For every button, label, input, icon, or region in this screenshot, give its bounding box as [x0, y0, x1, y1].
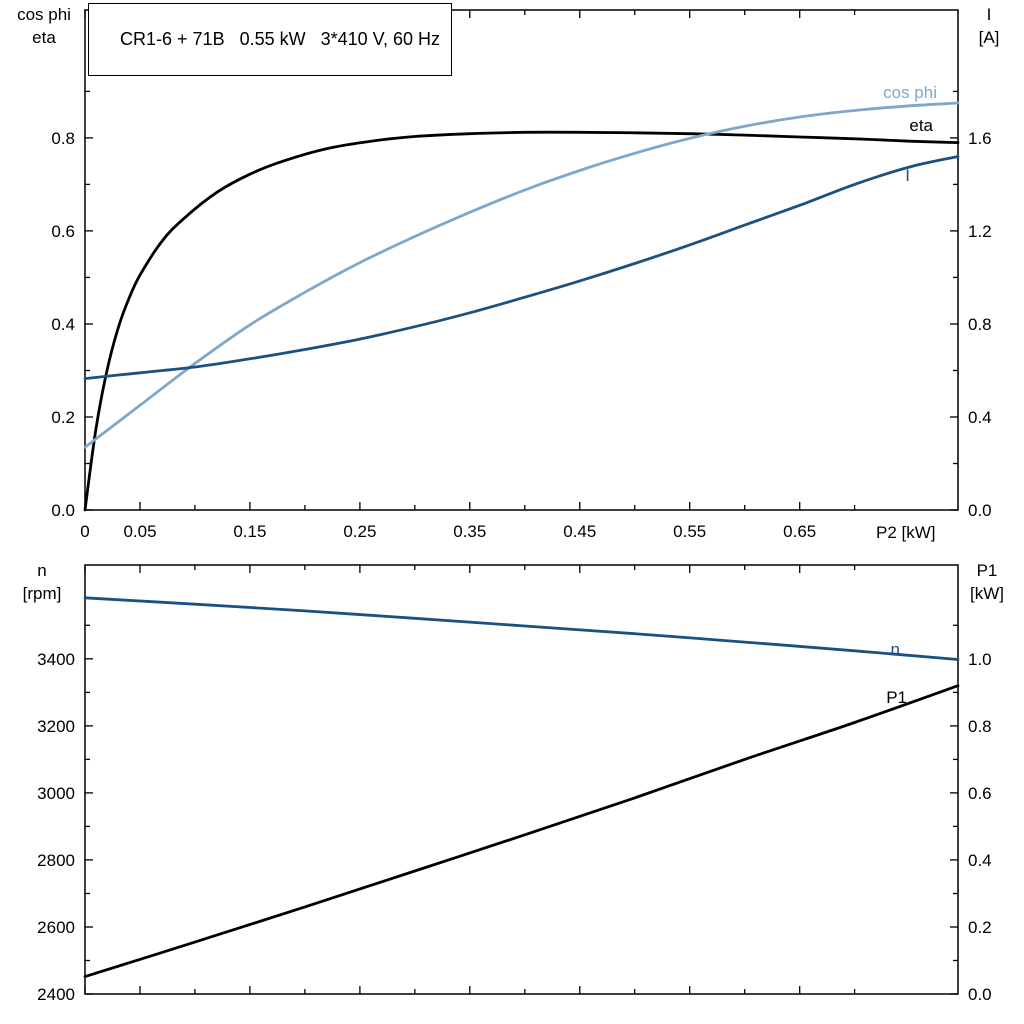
series-eta [83, 130, 960, 512]
right-tick-label: 0.0 [968, 985, 992, 1004]
right-tick-label: 1.0 [968, 650, 992, 669]
left-tick-label: 0.4 [51, 315, 75, 334]
x-tick-label: 0.45 [563, 522, 596, 541]
eta-axis-label: eta [32, 28, 56, 47]
series-cos-phi [83, 101, 960, 449]
speed-axis-label: n [37, 561, 47, 580]
x-tick-label: 0 [80, 522, 89, 541]
left-tick-label: 0.6 [51, 222, 75, 241]
series-label-eta: eta [909, 116, 933, 135]
p1-axis-unit: [kW] [970, 584, 1004, 603]
p1-axis-label: P1 [976, 561, 998, 580]
x-tick-label: 0.55 [673, 522, 706, 541]
right-tick-label: 0.8 [968, 717, 992, 736]
current-axis-unit: [A] [978, 28, 1000, 47]
left-tick-label: 3000 [37, 784, 75, 803]
plot-frame [84, 9, 959, 511]
left-tick-label: 2400 [37, 985, 75, 1004]
series-label-cos-phi: cos phi [883, 83, 937, 102]
series-P1 [83, 684, 960, 978]
series-label-n: n [891, 640, 900, 659]
left-tick-label: 0.0 [51, 501, 75, 520]
left-tick-label: 2800 [37, 851, 75, 870]
x-tick-label: 0.15 [233, 522, 266, 541]
speed-axis-unit: [rpm] [22, 584, 62, 603]
x-tick-label: 0.65 [783, 522, 816, 541]
plot-frame [84, 564, 959, 995]
bottom-left-axis-label: n [rpm] [2, 559, 82, 605]
right-tick-label: 0.8 [968, 315, 992, 334]
x-tick-label: 0.25 [343, 522, 376, 541]
right-tick-label: 0.0 [968, 501, 992, 520]
left-tick-label: 3200 [37, 717, 75, 736]
left-tick-label: 0.2 [51, 408, 75, 427]
right-tick-label: 1.2 [968, 222, 992, 241]
cosphi-axis-label: cos phi [17, 5, 71, 24]
right-tick-label: 0.6 [968, 784, 992, 803]
left-tick-label: 2600 [37, 918, 75, 937]
series-label-P1: P1 [886, 688, 907, 707]
bottom-right-axis-label: P1 [kW] [955, 559, 1019, 605]
right-tick-label: 0.4 [968, 851, 992, 870]
right-tick-label: 0.2 [968, 918, 992, 937]
current-axis-label: I [986, 5, 992, 24]
top-left-axis-label: cos phi eta [4, 3, 84, 49]
series-n [83, 596, 960, 661]
chart-title: CR1-6 + 71B 0.55 kW 3*410 V, 60 Hz [120, 29, 441, 49]
top-right-axis-label: I [A] [958, 3, 1020, 49]
chart-title-box: CR1-6 + 71B 0.55 kW 3*410 V, 60 Hz [88, 3, 453, 76]
right-tick-label: 0.4 [968, 408, 992, 427]
left-tick-label: 0.8 [51, 129, 75, 148]
left-tick-label: 3400 [37, 650, 75, 669]
series-I [83, 155, 960, 380]
x-axis-unit-label: P2 [kW] [876, 523, 936, 542]
x-tick-label: 0.35 [453, 522, 486, 541]
right-tick-label: 1.6 [968, 129, 992, 148]
series-label-I: I [905, 166, 910, 185]
x-tick-label: 0.05 [123, 522, 156, 541]
